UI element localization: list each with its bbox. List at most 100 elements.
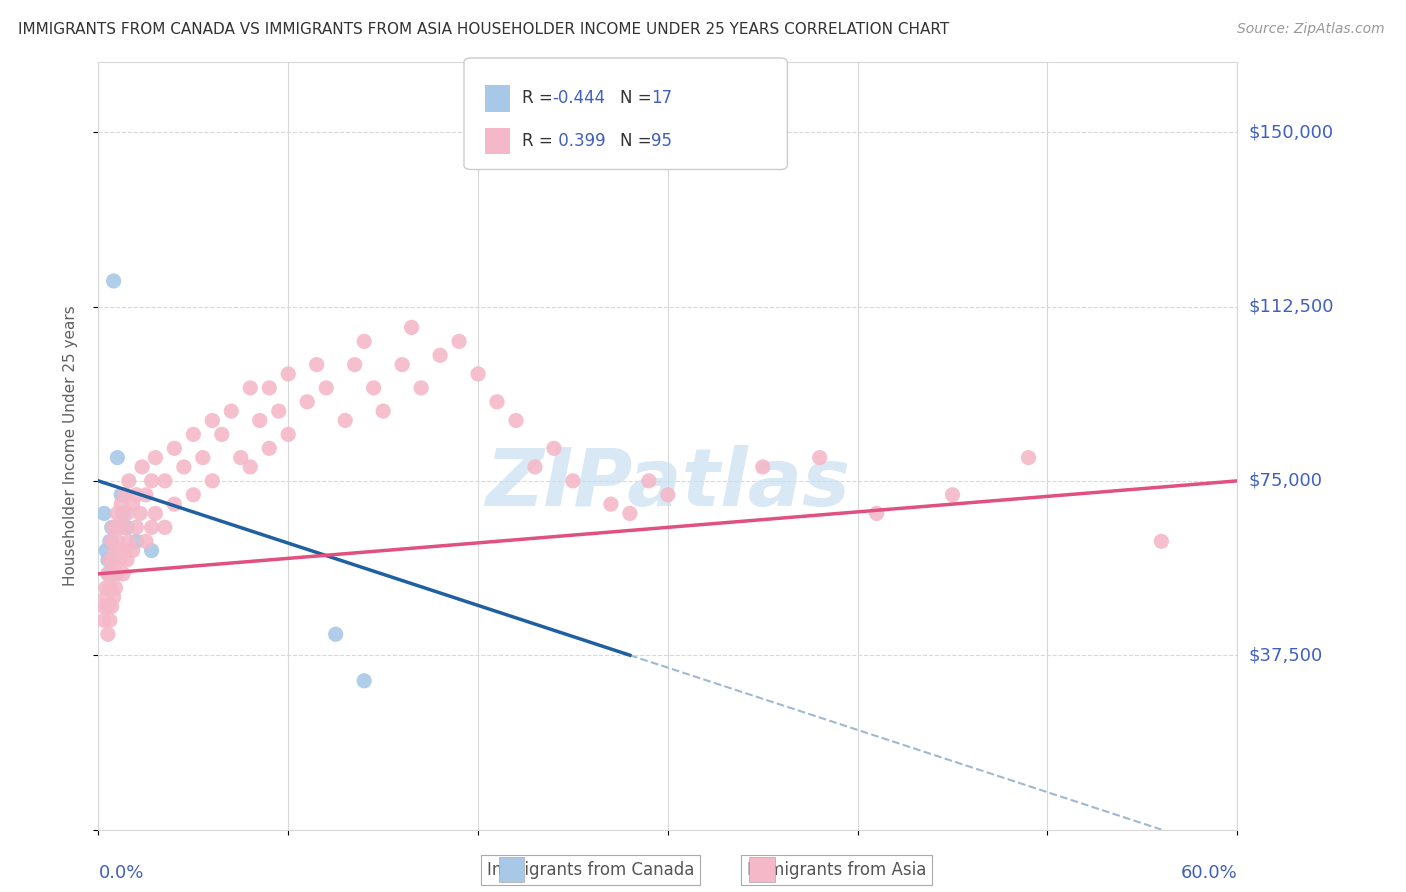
Point — [112, 520, 135, 534]
Point — [562, 474, 585, 488]
Point — [103, 590, 125, 604]
Point — [108, 553, 131, 567]
Text: ZIPatlas: ZIPatlas — [485, 445, 851, 524]
Text: 60.0%: 60.0% — [1181, 864, 1237, 882]
Point — [183, 427, 205, 442]
Point — [97, 553, 120, 567]
Point — [98, 581, 121, 595]
Point — [600, 497, 623, 511]
Point — [866, 507, 889, 521]
Point — [153, 474, 176, 488]
Point — [100, 599, 122, 614]
Point — [638, 474, 661, 488]
Point — [391, 358, 413, 372]
Point — [98, 553, 121, 567]
Point — [277, 367, 299, 381]
Text: R =: R = — [522, 89, 558, 107]
Point — [104, 543, 127, 558]
Point — [125, 534, 148, 549]
Point — [259, 442, 281, 456]
Point — [942, 488, 965, 502]
Point — [114, 543, 136, 558]
Point — [524, 459, 547, 474]
Text: $150,000: $150,000 — [1249, 123, 1333, 141]
Point — [141, 520, 163, 534]
Point — [752, 459, 775, 474]
Point — [110, 543, 132, 558]
Point — [297, 394, 319, 409]
Point — [1018, 450, 1040, 465]
Point — [153, 520, 176, 534]
Point — [112, 566, 135, 581]
Point — [118, 534, 141, 549]
Point — [110, 497, 132, 511]
Point — [411, 381, 433, 395]
Point — [118, 474, 141, 488]
Point — [129, 507, 152, 521]
Point — [145, 450, 167, 465]
Point — [115, 507, 138, 521]
Point — [305, 358, 328, 372]
Point — [371, 404, 394, 418]
Point — [97, 627, 120, 641]
Text: R =: R = — [522, 132, 558, 150]
Point — [103, 274, 125, 288]
Point — [191, 450, 214, 465]
Point — [1150, 534, 1173, 549]
Point — [363, 381, 385, 395]
Point — [343, 358, 366, 372]
Text: 0.0%: 0.0% — [98, 864, 143, 882]
Point — [97, 599, 120, 614]
Point — [125, 520, 148, 534]
Point — [100, 534, 122, 549]
Point — [145, 507, 167, 521]
Point — [325, 627, 347, 641]
Point — [315, 381, 337, 395]
Point — [211, 427, 233, 442]
Point — [98, 613, 121, 627]
Point — [107, 566, 129, 581]
Point — [619, 507, 641, 521]
Point — [100, 566, 122, 581]
Text: $112,500: $112,500 — [1249, 298, 1334, 316]
Point — [267, 404, 290, 418]
Text: Source: ZipAtlas.com: Source: ZipAtlas.com — [1237, 22, 1385, 37]
Point — [121, 497, 143, 511]
Point — [163, 497, 186, 511]
Point — [239, 459, 262, 474]
Point — [401, 320, 423, 334]
Point — [98, 553, 121, 567]
Point — [114, 488, 136, 502]
Point — [107, 534, 129, 549]
Point — [335, 413, 357, 427]
Text: Immigrants from Canada: Immigrants from Canada — [486, 861, 695, 879]
Point — [259, 381, 281, 395]
Point — [229, 450, 252, 465]
Point — [97, 566, 120, 581]
Point — [201, 413, 224, 427]
Point — [97, 566, 120, 581]
Point — [353, 334, 375, 349]
Point — [107, 450, 129, 465]
Point — [135, 534, 157, 549]
Point — [657, 488, 679, 502]
Point — [429, 348, 451, 362]
Y-axis label: Householder Income Under 25 years: Householder Income Under 25 years — [63, 306, 77, 586]
Point — [467, 367, 489, 381]
Point — [249, 413, 271, 427]
Point — [141, 543, 163, 558]
Point — [103, 553, 125, 567]
Point — [221, 404, 243, 418]
Text: 0.399: 0.399 — [553, 132, 605, 150]
Point — [108, 520, 131, 534]
Point — [808, 450, 831, 465]
Point — [115, 553, 138, 567]
Point — [94, 590, 117, 604]
Point — [93, 613, 115, 627]
Point — [112, 507, 135, 521]
Text: N =: N = — [620, 89, 657, 107]
Text: Immigrants from Asia: Immigrants from Asia — [747, 861, 927, 879]
Point — [100, 520, 122, 534]
Point — [163, 442, 186, 456]
Point — [277, 427, 299, 442]
